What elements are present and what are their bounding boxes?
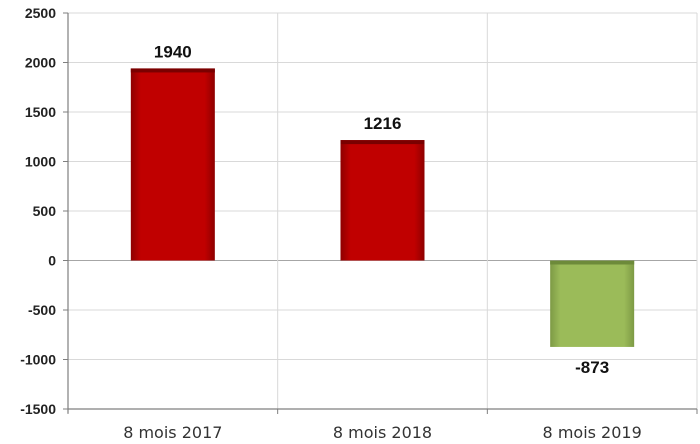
bar-bevel <box>130 68 215 73</box>
labels: 2500 2000 1500 1000 500 0 -500 -1000 -1500 1940 8 … <box>20 5 642 442</box>
y-tick-label: 0 <box>48 253 56 269</box>
bar-bevel <box>340 140 425 145</box>
y-tick-label: 2000 <box>25 55 56 71</box>
data-label-3: -873 <box>575 358 609 377</box>
y-tick-label: -500 <box>28 302 56 318</box>
data-label-1: 1940 <box>154 42 192 61</box>
data-label-2: 1216 <box>364 114 402 133</box>
x-tick-label-3: 8 mois 2019 <box>543 423 642 442</box>
axes <box>63 12 698 414</box>
bar-1 <box>130 68 215 261</box>
bars <box>130 68 635 347</box>
y-tick-label: -1000 <box>20 352 56 368</box>
bar-3 <box>550 260 635 347</box>
bar-bevel <box>550 260 635 265</box>
y-tick-label: 1000 <box>25 154 56 170</box>
y-tick-label: 500 <box>33 203 57 219</box>
y-tick-label: 1500 <box>25 104 56 120</box>
x-tick-label-1: 8 mois 2017 <box>123 423 222 442</box>
y-tick-label: -1500 <box>20 401 56 417</box>
y-tick-label: 2500 <box>25 5 56 21</box>
x-tick-label-2: 8 mois 2018 <box>333 423 432 442</box>
bar-2 <box>340 140 425 261</box>
